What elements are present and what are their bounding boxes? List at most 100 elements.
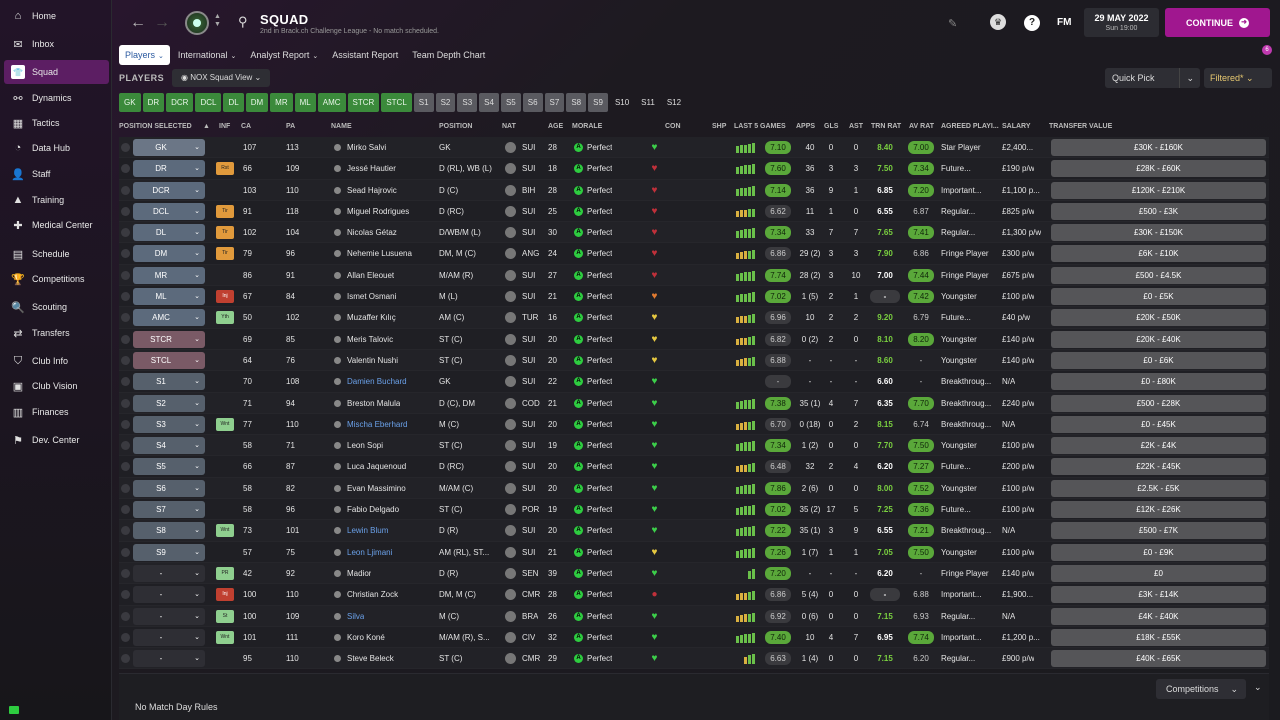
player-name[interactable]: Silva (347, 611, 365, 621)
row-select-dot[interactable] (121, 313, 130, 323)
back-arrow-icon[interactable]: ← (130, 14, 146, 31)
row-select-dot[interactable] (121, 143, 130, 152)
position-filter-s10[interactable]: S10 (614, 98, 630, 107)
player-name[interactable]: Christian Zock (347, 590, 399, 600)
tab-players[interactable]: Players ⌄ (119, 45, 170, 65)
row-select-dot[interactable] (121, 462, 130, 472)
table-row[interactable]: STCR ⌄ 69 85 Meris Talovic ST (C) SUI 20 A Perfec… (119, 328, 1269, 350)
player-name[interactable]: Nehemie Lusuena (347, 249, 412, 259)
table-row[interactable]: S1 ⌄ 70 108 Damien Buchard GK SUI 22 A Perfect ♥ - -… (119, 371, 1269, 393)
table-row[interactable]: - ⌄ PR 42 92 Madior D (R) SEN 39 A Perfect ♥ 7.20- - -… (119, 562, 1269, 585)
sidebar-item-transfers[interactable]: ⇄ Transfers (4, 321, 109, 345)
position-filter-s11[interactable]: S11 (641, 98, 655, 107)
sidebar-item-staff[interactable]: 👤 Staff (4, 162, 109, 186)
table-row[interactable]: ML ⌄ Inj 67 84 Ismet Osmani M (L) SUI 21 A Perfect… (119, 286, 1269, 308)
filter-dropdown[interactable]: Filtered* ⌄ (1204, 68, 1272, 88)
position-filter-dm[interactable]: DM (245, 93, 269, 112)
position-filter-s2[interactable]: S2 (435, 93, 456, 112)
position-selected-dropdown[interactable]: S4 ⌄ (133, 437, 205, 455)
player-name[interactable]: Leon Ljimani (347, 547, 393, 557)
continue-button[interactable]: CONTINUE ➜ (1165, 8, 1270, 37)
position-selected-dropdown[interactable]: STCR ⌄ (133, 330, 205, 348)
tab-analyst-report[interactable]: Analyst Report ⌄ (244, 45, 324, 65)
position-selected-dropdown[interactable]: S6 ⌄ (133, 479, 205, 497)
position-filter-gk[interactable]: GK (119, 93, 141, 112)
position-selected-dropdown[interactable]: MR ⌄ (133, 266, 205, 284)
position-selected-dropdown[interactable]: - ⌄ (133, 628, 205, 646)
table-row[interactable]: S3 ⌄ Wnt 77 110 Mischa Eberhard M (C) SUI 20 A Per… (119, 413, 1269, 436)
table-row[interactable]: S7 ⌄ 58 96 Fabio Delgado ST (C) POR 19 A Perfect ♥… (119, 499, 1269, 521)
position-selected-dropdown[interactable]: GK ⌄ (133, 139, 205, 156)
notification-icon[interactable]: 6 (1256, 45, 1272, 61)
table-row[interactable]: DCR ⌄ 103 110 Sead Hajrovic D (C) BIH 28 A Perfec… (119, 179, 1269, 201)
table-row[interactable]: S9 ⌄ 57 75 Leon Ljimani AM (RL), ST... SUI 21 A P… (119, 541, 1269, 563)
player-name[interactable]: Breston Malula (347, 398, 401, 408)
player-name[interactable]: Koro Koné (347, 632, 385, 642)
player-name[interactable]: Allan Eleouet (347, 270, 395, 280)
col-av-rat[interactable]: AV RAT (909, 123, 935, 130)
player-name[interactable]: Fabio Delgado (347, 505, 400, 515)
col-agreed-playing-time[interactable]: AGREED PLAYI... (941, 123, 999, 130)
player-name[interactable]: Ismet Osmani (347, 292, 397, 302)
row-select-dot[interactable] (121, 590, 130, 600)
tab-international[interactable]: International ⌄ (172, 45, 242, 65)
help-icon[interactable]: ? (1024, 15, 1040, 31)
table-row[interactable]: - ⌄ 95 110 Steve Beleck ST (C) CMR 29 A Perfect ♥ 6… (119, 648, 1269, 670)
info-badge[interactable]: Inj (216, 290, 234, 304)
col-last5[interactable]: LAST 5 GAMES (734, 123, 786, 130)
position-selected-dropdown[interactable]: DM ⌄ (133, 245, 205, 263)
row-select-dot[interactable] (121, 355, 130, 365)
row-select-dot[interactable] (121, 334, 130, 344)
position-selected-dropdown[interactable]: S3 ⌄ (133, 415, 205, 433)
position-selected-dropdown[interactable]: - ⌄ (133, 586, 205, 604)
col-gls[interactable]: GLS (824, 123, 839, 130)
search-icon[interactable]: ⚲ (238, 14, 248, 29)
position-filter-s9[interactable]: S9 (588, 93, 608, 112)
col-inf[interactable]: INF (219, 123, 231, 130)
info-badge[interactable]: Inj (216, 588, 234, 602)
position-filter-mr[interactable]: MR (270, 93, 293, 112)
table-row[interactable]: S4 ⌄ 58 71 Leon Sopi ST (C) SUI 19 A Perfect ♥ 7.34… (119, 435, 1269, 457)
position-filter-amc[interactable]: AMC (317, 93, 346, 112)
table-row[interactable]: S5 ⌄ 66 87 Luca Jaquenoud D (RC) SUI 20 A Perfect… (119, 456, 1269, 478)
player-name[interactable]: Jessé Hautier (347, 164, 396, 174)
sidebar-item-home[interactable]: ⌂ Home (4, 4, 109, 28)
row-select-dot[interactable] (121, 526, 130, 536)
player-name[interactable]: Damien Buchard (347, 377, 407, 387)
position-selected-dropdown[interactable]: S1 ⌄ (133, 373, 205, 391)
position-filter-s4[interactable]: S4 (479, 93, 499, 112)
tab-team-depth-chart[interactable]: Team Depth Chart (406, 45, 491, 65)
sidebar-item-inbox[interactable]: ✉ Inbox (4, 32, 109, 56)
chevron-down-icon[interactable]: ⌄ (1179, 68, 1194, 88)
club-switch-chevron-icon[interactable]: ▲ ▼ (214, 13, 221, 28)
table-row[interactable]: DCL ⌄ Tir 91 118 Miguel Rodrigues D (RC) SUI 25 A… (119, 200, 1269, 223)
col-apps[interactable]: APPS (796, 123, 816, 130)
position-selected-dropdown[interactable]: - ⌄ (133, 564, 205, 582)
sidebar-item-squad[interactable]: 👕 Squad (4, 60, 109, 84)
sidebar-item-club-vision[interactable]: ▣ Club Vision (4, 374, 109, 398)
info-badge[interactable]: Tir (216, 226, 234, 240)
player-name[interactable]: Madior (347, 568, 372, 578)
row-select-dot[interactable] (121, 483, 130, 493)
col-name[interactable]: NAME (331, 123, 352, 130)
col-trn-rat[interactable]: TRN RAT (871, 123, 902, 130)
row-select-dot[interactable] (121, 164, 130, 174)
sidebar-item-competitions[interactable]: 🏆 Competitions (4, 267, 109, 291)
position-selected-dropdown[interactable]: DR ⌄ (133, 160, 205, 178)
info-badge[interactable]: Rst (216, 162, 234, 176)
row-select-dot[interactable] (121, 547, 130, 557)
row-select-dot[interactable] (121, 654, 130, 664)
row-select-dot[interactable] (121, 505, 130, 515)
table-row[interactable]: - ⌄ St 100 109 Silva M (C) BRA 26 A Perfect ♥ 6.92 0 … (119, 605, 1269, 627)
position-selected-dropdown[interactable]: DCL ⌄ (133, 202, 205, 220)
position-filter-stcl[interactable]: STCL (381, 93, 412, 112)
position-selected-dropdown[interactable]: - ⌄ (133, 607, 205, 625)
row-select-dot[interactable] (121, 419, 130, 429)
position-selected-dropdown[interactable]: STCL ⌄ (133, 351, 205, 369)
row-select-dot[interactable] (121, 441, 130, 451)
row-select-dot[interactable] (121, 206, 130, 216)
forward-arrow-icon[interactable]: → (154, 14, 170, 31)
table-row[interactable]: DR ⌄ Rst 66 109 Jessé Hautier D (RL), WB (L) SU… (119, 158, 1269, 180)
sidebar-item-dev-center[interactable]: ⚑ Dev. Center (4, 428, 109, 452)
row-select-dot[interactable] (121, 228, 130, 238)
